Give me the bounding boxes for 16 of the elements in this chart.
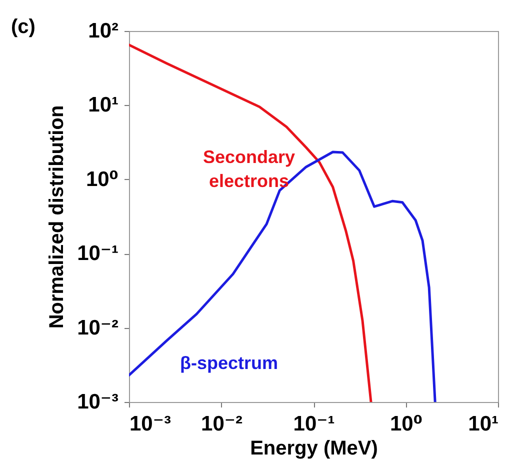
x-tick-label: 10⁻³ bbox=[130, 412, 171, 436]
text: (c) bbox=[11, 16, 36, 38]
y-tick-label: 10¹ bbox=[88, 94, 118, 117]
y-tick-label: 10⁻² bbox=[77, 316, 119, 340]
y-tick-label: 10⁻³ bbox=[77, 390, 119, 414]
x-tick-label: 10¹ bbox=[468, 412, 498, 436]
x-tick-label: 10⁰ bbox=[390, 412, 423, 436]
y-tick-label: 10² bbox=[88, 20, 118, 42]
series-label: Secondary electrons bbox=[202, 147, 296, 191]
y-tick-label: 10⁰ bbox=[86, 168, 118, 191]
x-tick-label: 10⁻¹ bbox=[293, 412, 335, 436]
y-tick-label: 10⁻¹ bbox=[77, 242, 119, 266]
x-tick-label: 10⁻² bbox=[201, 412, 242, 436]
x-axis-title: Energy (MeV) bbox=[250, 438, 378, 460]
y-axis-title: Normalized distribution bbox=[46, 105, 68, 329]
series-label: β-spectrum bbox=[180, 353, 278, 373]
